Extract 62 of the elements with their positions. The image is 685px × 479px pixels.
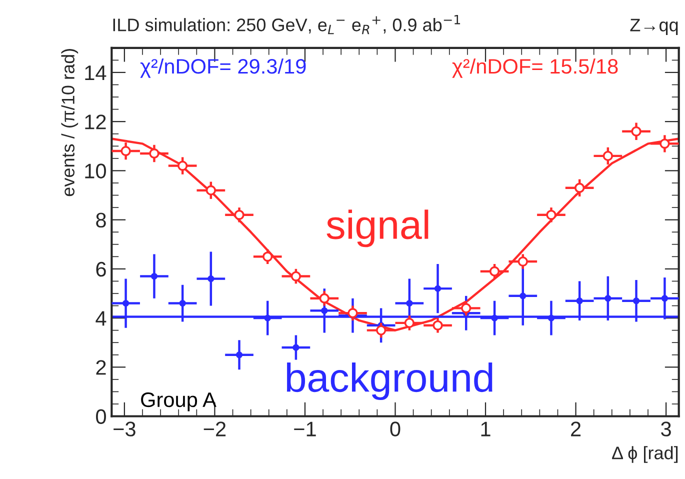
point [546,210,556,220]
point [520,292,526,300]
series-label: signal [326,210,428,248]
chart-subtitle: Z→qq [630,18,678,36]
annotation: χ²/nDOF= 29.3/19 [140,58,306,78]
point [178,160,188,171]
point [432,320,443,330]
point [120,146,131,156]
point [602,150,613,162]
y-tick-label: 0 [96,409,106,424]
point [321,307,328,314]
point [292,344,300,351]
x-axis-title: Δ ϕ [rad] [612,446,678,463]
x-tick-label: 1 [481,422,490,436]
point [632,298,640,304]
point [150,272,158,280]
point [604,295,612,302]
point [574,182,585,193]
x-tick-label: 0 [390,422,400,436]
y-tick-label: 14 [85,66,106,80]
point [376,325,386,336]
point [660,138,670,149]
point [548,314,555,322]
point [179,300,186,307]
chart-title: ILD simulation: 250 GeV, e$_{L}$$^{−}$ e$_{R}$$^{+}$, 0.9 ab$^{−1}$ [113,15,460,34]
point [661,295,668,302]
series-label: background [286,362,492,400]
point [434,285,442,292]
line-series [112,138,679,332]
point [461,303,472,314]
point [264,314,271,322]
point [319,293,330,304]
point [576,298,583,304]
point [518,256,528,267]
x-tick-label: −3 [114,422,136,436]
x-tick-label: 2 [571,422,581,436]
point [234,210,244,220]
y-tick-label: 6 [96,262,106,277]
x-tick-label: 3 [661,422,671,436]
point [290,271,302,282]
point [491,314,498,322]
point [406,300,413,307]
x-tick-label: −2 [204,422,226,436]
y-tick-label: 2 [96,360,106,375]
y-axis-title: events / (π/10 rad) [61,49,78,196]
y-tick-label: 8 [96,212,106,228]
point [236,352,243,358]
y-tick-label: 4 [96,311,106,326]
point [262,252,273,262]
point [404,318,414,328]
annotation: χ²/nDOF= 15.5/18 [452,58,618,78]
y-tick-label: 12 [85,114,106,130]
point [206,185,216,196]
point [208,275,214,282]
y-tick-label: 10 [85,164,106,178]
point [149,148,160,159]
point [631,126,642,136]
point [122,300,130,307]
annotation: Group A [141,392,216,412]
point [489,266,500,276]
point [348,308,358,318]
x-tick-label: −1 [294,422,316,436]
